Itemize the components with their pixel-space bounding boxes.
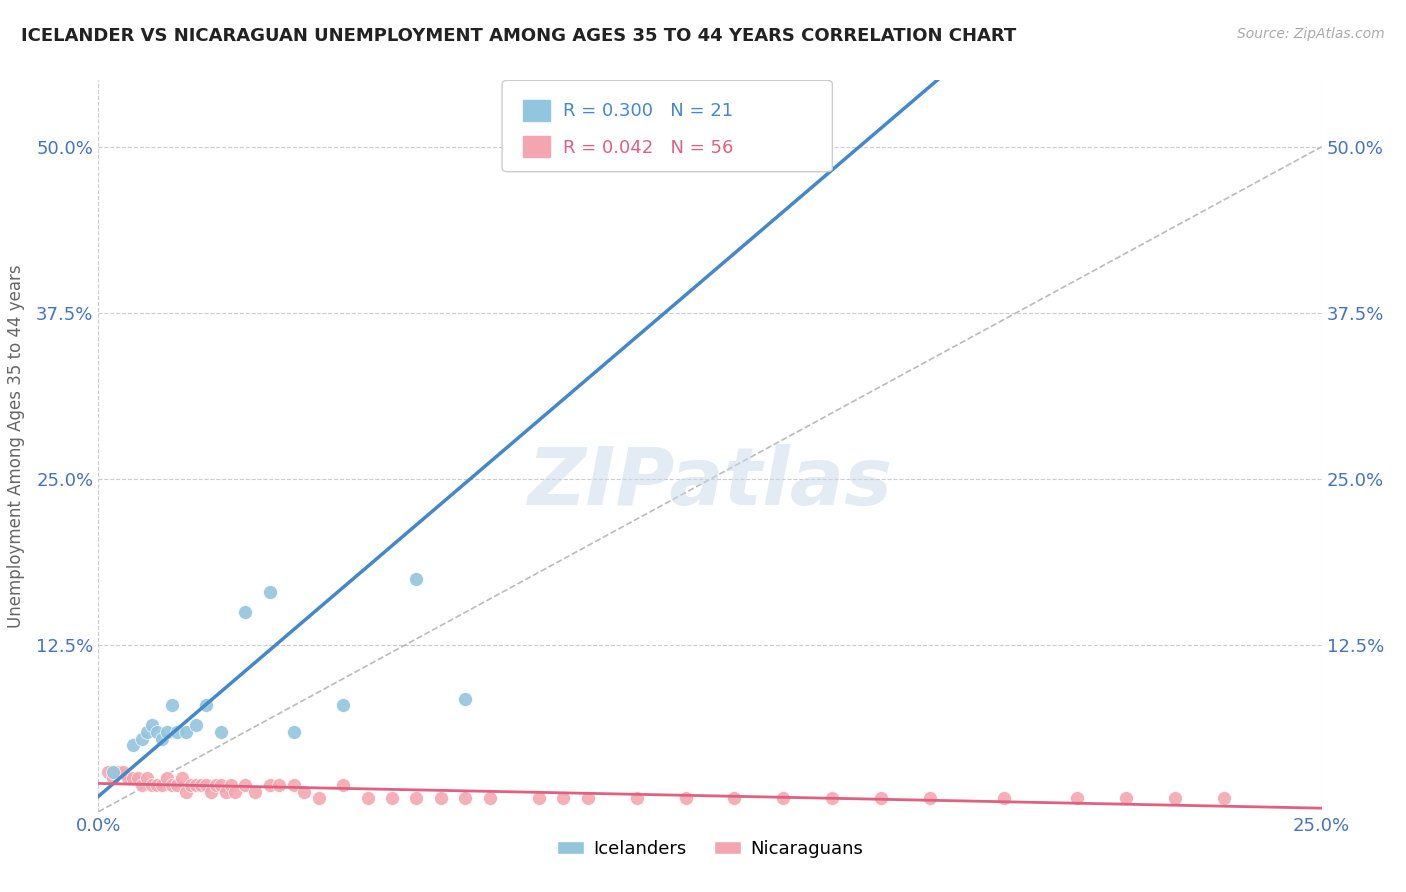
Point — [117, 772, 139, 786]
Point — [121, 772, 143, 786]
Point — [176, 785, 198, 799]
Point — [553, 791, 575, 805]
Point — [136, 725, 159, 739]
Point — [209, 725, 232, 739]
Point — [190, 778, 212, 792]
Point — [269, 778, 291, 792]
Legend: Icelanders, Nicaraguans: Icelanders, Nicaraguans — [550, 832, 870, 865]
Point — [381, 791, 404, 805]
Point — [166, 725, 188, 739]
Text: Source: ZipAtlas.com: Source: ZipAtlas.com — [1237, 27, 1385, 41]
FancyBboxPatch shape — [523, 100, 550, 120]
Point — [675, 791, 697, 805]
Point — [141, 718, 163, 732]
Text: ZIPatlas: ZIPatlas — [527, 443, 893, 522]
Point — [121, 738, 143, 752]
FancyBboxPatch shape — [502, 80, 832, 171]
Point — [430, 791, 453, 805]
Point — [150, 731, 173, 746]
Point — [219, 778, 242, 792]
Point — [150, 778, 173, 792]
Point — [626, 791, 648, 805]
Point — [180, 778, 202, 792]
Point — [195, 698, 218, 713]
FancyBboxPatch shape — [523, 136, 550, 157]
Point — [332, 698, 354, 713]
Point — [107, 764, 129, 779]
Point — [332, 778, 354, 792]
Point — [356, 791, 378, 805]
Point — [146, 725, 169, 739]
Point — [405, 572, 427, 586]
Point — [478, 791, 501, 805]
Point — [283, 778, 305, 792]
Point — [101, 764, 124, 779]
Point — [166, 778, 188, 792]
Point — [160, 698, 183, 713]
Point — [205, 778, 228, 792]
Point — [160, 778, 183, 792]
Point — [97, 764, 120, 779]
Point — [141, 778, 163, 792]
Point — [1164, 791, 1187, 805]
Point — [186, 778, 208, 792]
Text: ICELANDER VS NICARAGUAN UNEMPLOYMENT AMONG AGES 35 TO 44 YEARS CORRELATION CHART: ICELANDER VS NICARAGUAN UNEMPLOYMENT AMO… — [21, 27, 1017, 45]
Point — [259, 585, 281, 599]
Point — [772, 791, 794, 805]
Point — [870, 791, 893, 805]
Point — [259, 778, 281, 792]
Point — [131, 778, 153, 792]
Point — [454, 791, 477, 805]
Point — [723, 791, 745, 805]
Point — [308, 791, 330, 805]
Point — [186, 718, 208, 732]
Point — [156, 725, 179, 739]
Point — [1066, 791, 1088, 805]
Point — [527, 127, 550, 141]
Point — [576, 791, 599, 805]
Point — [195, 778, 218, 792]
Point — [156, 772, 179, 786]
Point — [920, 791, 942, 805]
Point — [243, 785, 266, 799]
Point — [224, 785, 246, 799]
Point — [200, 785, 222, 799]
Point — [233, 778, 256, 792]
Point — [209, 778, 232, 792]
Point — [283, 725, 305, 739]
Point — [111, 764, 134, 779]
Point — [131, 731, 153, 746]
Point — [993, 791, 1015, 805]
Text: R = 0.300   N = 21: R = 0.300 N = 21 — [564, 102, 734, 120]
Point — [233, 605, 256, 619]
Point — [405, 791, 427, 805]
Y-axis label: Unemployment Among Ages 35 to 44 years: Unemployment Among Ages 35 to 44 years — [7, 264, 25, 628]
Point — [127, 772, 149, 786]
Point — [292, 785, 315, 799]
Point — [170, 772, 193, 786]
Point — [101, 772, 124, 786]
Point — [146, 778, 169, 792]
Point — [527, 791, 550, 805]
Text: R = 0.042   N = 56: R = 0.042 N = 56 — [564, 138, 734, 157]
Point — [214, 785, 236, 799]
Point — [136, 772, 159, 786]
Point — [454, 691, 477, 706]
Point — [1212, 791, 1234, 805]
Point — [1115, 791, 1137, 805]
Point — [176, 725, 198, 739]
Point — [821, 791, 844, 805]
